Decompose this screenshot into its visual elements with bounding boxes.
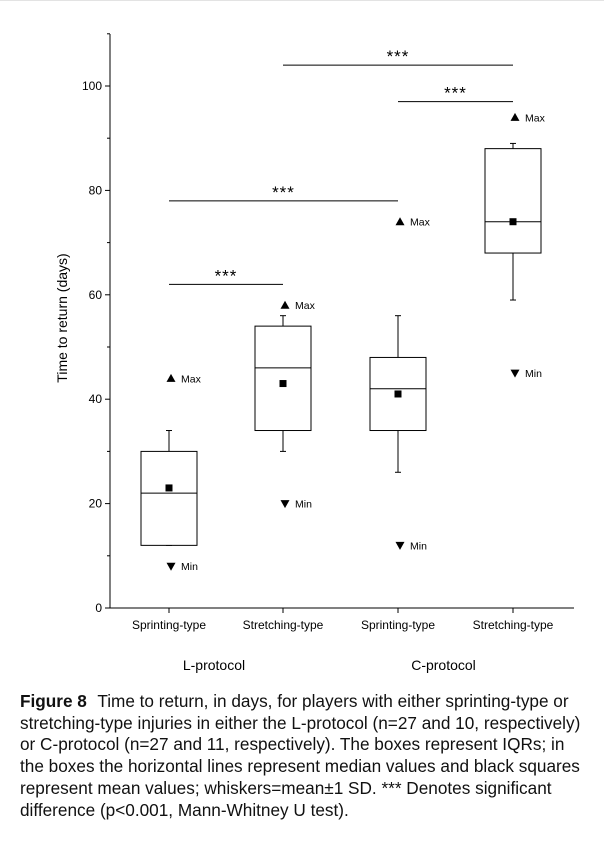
y-tick-label: 100 [82, 79, 102, 93]
group-label: C-protocol [411, 657, 476, 673]
max-label: Max [181, 373, 202, 385]
significance-label: *** [444, 84, 467, 103]
figure-caption: Figure 8 Time to return, in days, for pl… [20, 691, 592, 821]
min-marker [395, 541, 405, 550]
min-marker [510, 369, 520, 378]
iqr-box [484, 148, 542, 254]
max-marker [395, 217, 405, 226]
x-tick-label: Sprinting-type [132, 618, 206, 632]
y-tick-label: 0 [95, 601, 102, 615]
min-label: Min [295, 499, 312, 511]
x-tick-label: Stretching-type [243, 618, 324, 632]
significance-label: *** [272, 183, 295, 202]
max-marker [510, 112, 520, 121]
significance-label: *** [215, 266, 238, 285]
caption-text: Time to return, in days, for players wit… [20, 691, 581, 820]
y-axis-label: Time to return (days) [54, 253, 70, 382]
min-label: Min [181, 561, 198, 573]
iqr-box [140, 450, 198, 546]
max-label: Max [295, 300, 316, 312]
mean-marker [509, 218, 517, 226]
y-tick-label: 60 [89, 288, 103, 302]
mean-marker [394, 390, 402, 398]
max-label: Max [525, 112, 546, 124]
max-marker [166, 373, 176, 382]
group-label: L-protocol [183, 657, 245, 673]
significance-label: *** [387, 47, 410, 66]
min-label: Min [410, 540, 427, 552]
y-tick-label: 80 [89, 183, 103, 197]
mean-marker [165, 484, 173, 492]
min-marker [166, 562, 176, 571]
min-label: Min [525, 368, 542, 380]
y-tick-label: 40 [89, 392, 103, 406]
box-plot-chart: Time to return (days) 0 20 40 60 80 100 Sprint… [54, 33, 574, 673]
min-marker [280, 500, 290, 509]
y-tick-label: 20 [89, 497, 103, 511]
top-border [0, 0, 604, 1]
max-marker [280, 300, 290, 309]
x-tick-label: Stretching-type [473, 618, 554, 632]
iqr-box [254, 325, 312, 432]
figure-label: Figure 8 [20, 691, 87, 711]
mean-marker [279, 380, 287, 388]
x-tick-label: Sprinting-type [361, 618, 435, 632]
max-label: Max [410, 217, 431, 229]
